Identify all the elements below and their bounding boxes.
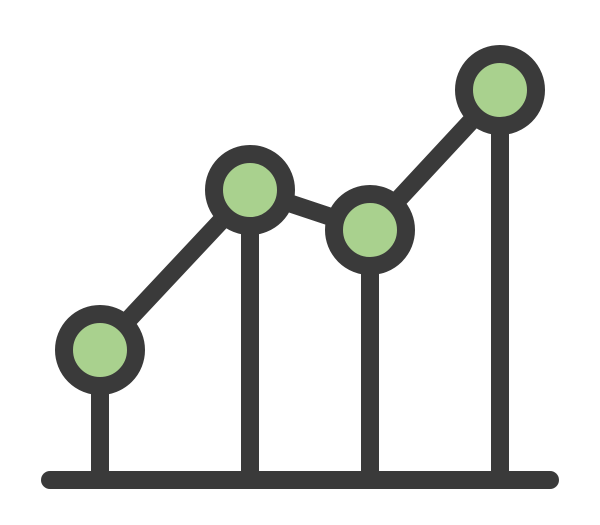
chart-marker <box>334 194 406 266</box>
chart-marker <box>214 154 286 226</box>
chart-marker <box>464 54 536 126</box>
chart-marker <box>64 314 136 386</box>
growth-chart-icon <box>0 0 600 525</box>
